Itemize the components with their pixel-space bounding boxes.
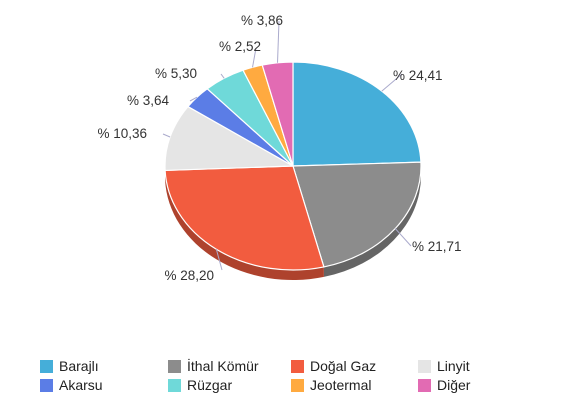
legend-swatch [168, 359, 181, 373]
legend-label: Linyit [437, 358, 470, 374]
legend-item-jeotermal[interactable]: Jeotermal [291, 375, 371, 395]
slice-ithal-komur[interactable] [292, 161, 422, 268]
leader-line-diger [277, 20, 280, 63]
data-label-dogal-gaz: % 28,20 [164, 268, 214, 283]
data-label-diger: % 3,86 [241, 13, 283, 28]
legend-item-linyit[interactable]: Linyit [418, 356, 470, 376]
legend-label: Rüzgar [187, 377, 233, 393]
leader-line-barajli [381, 73, 403, 92]
legend-item-akarsu[interactable]: Akarsu [40, 375, 103, 395]
legend-item-ithal-komur[interactable]: İthal Kömür [168, 356, 259, 376]
legend: Barajlı İthal Kömür Doğal Gaz Linyit Akarsu R… [40, 356, 540, 400]
leader-line-linyit [162, 133, 171, 138]
data-label-ruzgar: % 5,30 [155, 66, 197, 81]
legend-swatch [168, 378, 181, 392]
data-label-barajli: % 24,41 [393, 68, 443, 83]
slice-labels: % 24,41 % 21,71 % 28,20 % 10,36 % 3,64 % 5,30… [97, 13, 461, 283]
legend-label: Barajlı [59, 358, 99, 374]
leader-line-jeotermal [252, 47, 257, 68]
legend-swatch [40, 378, 53, 392]
data-label-akarsu: % 3,64 [127, 93, 170, 108]
legend-item-dogal-gaz[interactable]: Doğal Gaz [291, 356, 376, 376]
legend-label: Jeotermal [310, 377, 372, 393]
slice-dogal-gaz[interactable] [164, 165, 325, 271]
data-label-ithal-komur: % 21,71 [412, 239, 462, 254]
leader-line-akarsu [189, 96, 198, 102]
pie-slices [164, 61, 422, 271]
legend-label: İthal Kömür [187, 358, 259, 374]
legend-swatch [418, 359, 431, 373]
legend-swatch [291, 359, 304, 373]
legend-label: Diğer [437, 377, 471, 393]
legend-item-diger[interactable]: Diğer [418, 375, 470, 395]
legend-item-ruzgar[interactable]: Rüzgar [168, 375, 232, 395]
legend-label: Doğal Gaz [310, 358, 377, 374]
leader-line-ithal-komur [394, 228, 412, 247]
slice-linyit[interactable] [164, 105, 296, 172]
legend-swatch [418, 378, 431, 392]
slice-barajli[interactable] [292, 61, 422, 167]
leader-line-dogal-gaz [215, 249, 223, 271]
legend-item-barajli[interactable]: Barajlı [40, 356, 99, 376]
legend-swatch [291, 378, 304, 392]
data-label-jeotermal: % 2,52 [219, 39, 261, 54]
legend-label: Akarsu [59, 377, 103, 393]
data-label-linyit: % 10,36 [97, 126, 147, 141]
leader-line-ruzgar [220, 73, 225, 79]
legend-swatch [40, 359, 53, 373]
leader-lines [162, 20, 412, 271]
